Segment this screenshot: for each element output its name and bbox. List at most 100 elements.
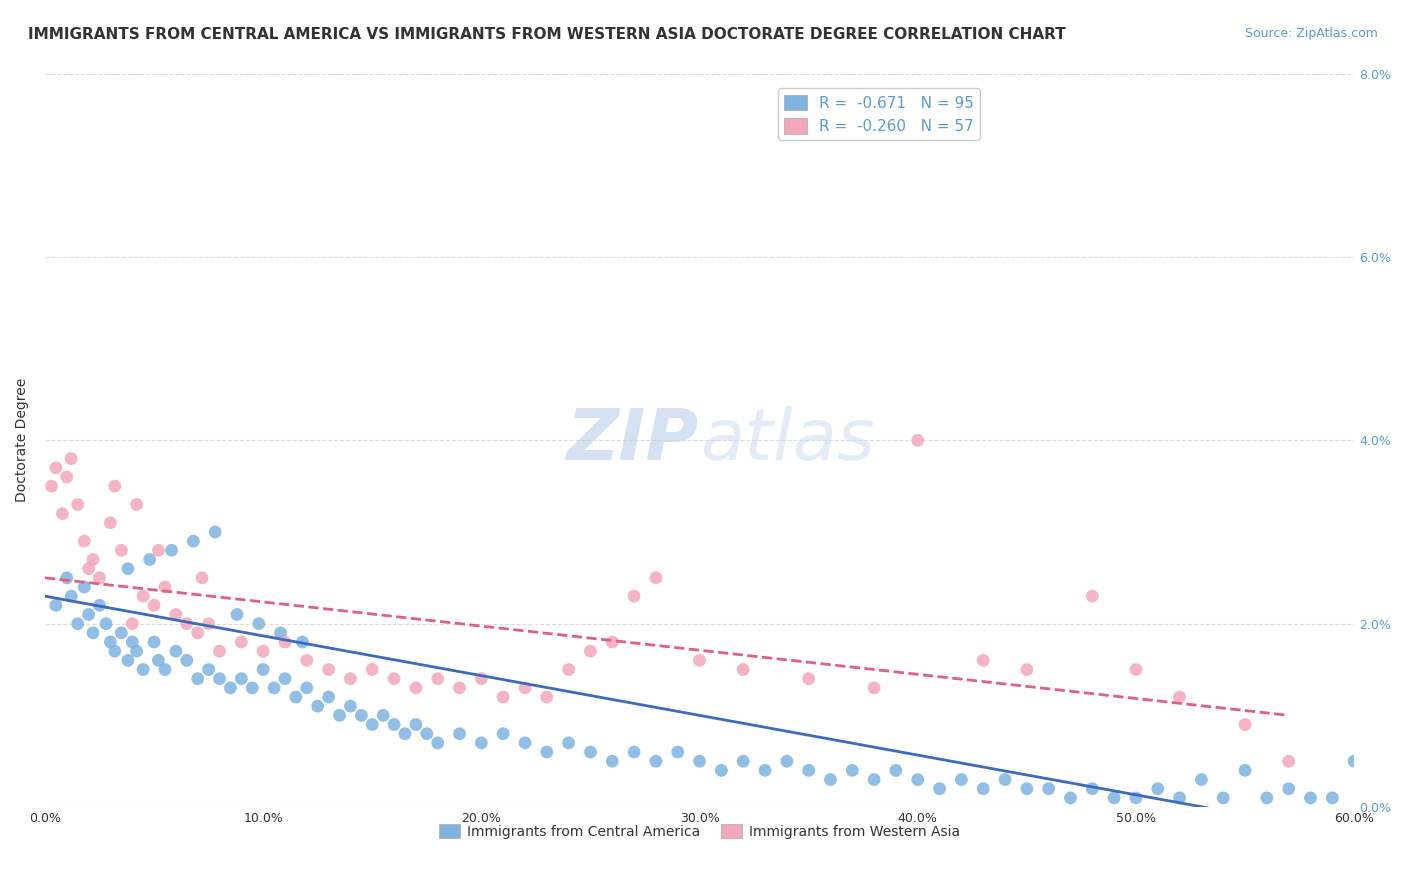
Point xyxy=(1299,790,1322,805)
Point xyxy=(1125,663,1147,677)
Point xyxy=(449,727,471,741)
Point xyxy=(950,772,973,787)
Point xyxy=(56,470,79,484)
Point xyxy=(394,727,416,741)
Point xyxy=(1256,790,1278,805)
Point xyxy=(579,644,602,658)
Y-axis label: Doctorate Degree: Doctorate Degree xyxy=(15,378,30,502)
Point xyxy=(73,580,96,594)
Point xyxy=(77,562,100,576)
Point xyxy=(208,672,231,686)
Point xyxy=(82,552,104,566)
Point xyxy=(623,589,645,603)
Point xyxy=(328,708,350,723)
Point xyxy=(1059,790,1081,805)
Point xyxy=(1322,790,1344,805)
Point xyxy=(125,644,148,658)
Point xyxy=(1234,764,1257,778)
Point xyxy=(104,479,127,493)
Point xyxy=(51,507,73,521)
Point xyxy=(797,764,820,778)
Point xyxy=(797,672,820,686)
Point xyxy=(66,616,89,631)
Point xyxy=(689,754,711,768)
Point xyxy=(1168,790,1191,805)
Point xyxy=(45,460,67,475)
Point xyxy=(73,534,96,549)
Point xyxy=(863,681,886,695)
Point xyxy=(183,534,205,549)
Point xyxy=(263,681,285,695)
Point xyxy=(153,580,176,594)
Point xyxy=(754,764,776,778)
Point xyxy=(219,681,242,695)
Point xyxy=(176,653,198,667)
Point xyxy=(928,781,950,796)
Point xyxy=(1343,754,1365,768)
Point xyxy=(284,690,307,704)
Point xyxy=(270,625,292,640)
Point xyxy=(710,764,733,778)
Point xyxy=(197,663,219,677)
Text: IMMIGRANTS FROM CENTRAL AMERICA VS IMMIGRANTS FROM WESTERN ASIA DOCTORATE DEGREE: IMMIGRANTS FROM CENTRAL AMERICA VS IMMIG… xyxy=(28,27,1066,42)
Point xyxy=(160,543,183,558)
Point xyxy=(492,727,515,741)
Point xyxy=(41,479,63,493)
Point xyxy=(513,681,536,695)
Point xyxy=(1234,717,1257,731)
Point xyxy=(148,653,170,667)
Point xyxy=(820,772,842,787)
Point xyxy=(89,571,111,585)
Point xyxy=(1015,781,1038,796)
Point xyxy=(1146,781,1168,796)
Point xyxy=(191,571,214,585)
Point xyxy=(733,663,755,677)
Point xyxy=(295,653,318,667)
Point xyxy=(557,736,579,750)
Point xyxy=(1081,589,1104,603)
Point xyxy=(132,663,155,677)
Point xyxy=(318,690,340,704)
Point xyxy=(197,616,219,631)
Point xyxy=(165,607,187,622)
Text: ZIP: ZIP xyxy=(567,406,700,475)
Point xyxy=(600,754,623,768)
Point xyxy=(77,607,100,622)
Point xyxy=(117,562,139,576)
Point xyxy=(645,571,668,585)
Point xyxy=(972,653,994,667)
Point xyxy=(600,635,623,649)
Point xyxy=(94,616,117,631)
Point xyxy=(513,736,536,750)
Point xyxy=(117,653,139,667)
Point xyxy=(187,672,209,686)
Point xyxy=(82,625,104,640)
Point xyxy=(416,727,439,741)
Point xyxy=(405,681,427,695)
Point xyxy=(153,663,176,677)
Point xyxy=(100,516,122,530)
Point xyxy=(1278,781,1301,796)
Point xyxy=(645,754,668,768)
Point xyxy=(274,635,297,649)
Point xyxy=(907,434,929,448)
Point xyxy=(884,764,907,778)
Point xyxy=(1125,790,1147,805)
Point xyxy=(307,699,329,714)
Point xyxy=(1278,754,1301,768)
Point xyxy=(373,708,395,723)
Point xyxy=(776,754,799,768)
Point xyxy=(125,498,148,512)
Point xyxy=(247,616,270,631)
Point xyxy=(536,690,558,704)
Point xyxy=(557,663,579,677)
Point xyxy=(208,644,231,658)
Point xyxy=(405,717,427,731)
Point xyxy=(187,625,209,640)
Point xyxy=(104,644,127,658)
Point xyxy=(623,745,645,759)
Legend: Immigrants from Central America, Immigrants from Western Asia: Immigrants from Central America, Immigra… xyxy=(433,818,966,844)
Point xyxy=(1189,772,1212,787)
Point xyxy=(426,672,449,686)
Point xyxy=(339,672,361,686)
